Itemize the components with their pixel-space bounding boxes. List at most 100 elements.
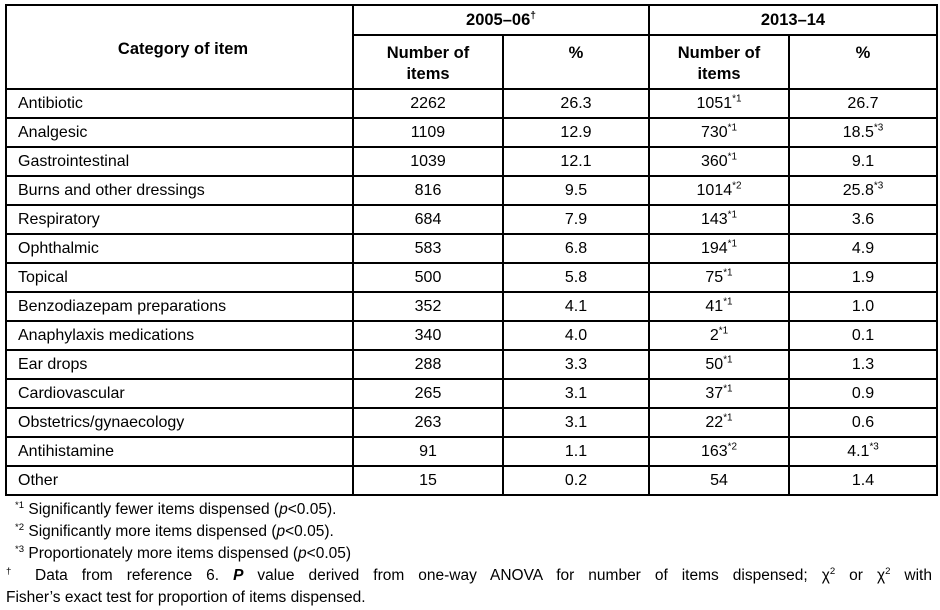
table-row: Topical 500 5.8 75*1 1.9 <box>5 262 938 293</box>
pct-2013-cell: 1.9 <box>788 262 938 293</box>
table-row: Gastrointestinal 1039 12.1 360*1 9.1 <box>5 146 938 177</box>
subheader-pct-2005: % <box>502 34 650 90</box>
pct-2005-cell: 0.2 <box>502 465 650 496</box>
table-header: Category of item 2005–06† 2013–14 Number… <box>5 4 938 90</box>
n-2005-cell: 265 <box>352 378 504 409</box>
significance-marker: *1 <box>727 209 738 221</box>
n-2013-cell: 1014*2 <box>648 175 790 206</box>
footnote-text: <0.05). <box>287 501 337 518</box>
category-cell: Analgesic <box>5 117 354 148</box>
pct-2005-cell: 9.5 <box>502 175 650 206</box>
n-2005-cell: 684 <box>352 204 504 235</box>
n-2013-cell: 143*1 <box>648 204 790 235</box>
n-2013-cell: 75*1 <box>648 262 790 293</box>
table-row: Antibiotic 2262 26.3 1051*1 26.7 <box>5 88 938 119</box>
significance-marker: *1 <box>727 151 738 163</box>
pct-2005-cell: 3.1 <box>502 378 650 409</box>
table-row: Obstetrics/gynaecology 263 3.1 22*1 0.6 <box>5 407 938 438</box>
category-cell: Antihistamine <box>5 436 354 467</box>
pct-2005-cell: 3.1 <box>502 407 650 438</box>
footnote-text: Significantly fewer items dispensed ( <box>24 501 280 518</box>
pct-2013-cell: 1.3 <box>788 349 938 380</box>
n-2013-cell: 194*1 <box>648 233 790 264</box>
pct-2005-cell: 26.3 <box>502 88 650 119</box>
subheader-number-2005-label: Number of items <box>386 44 470 83</box>
footnote-text: P <box>233 567 244 584</box>
pct-2013-cell: 0.1 <box>788 320 938 351</box>
significance-marker: *3 <box>869 441 879 453</box>
footnote-marker: 2 <box>885 565 891 577</box>
pct-2013-cell: 4.9 <box>788 233 938 264</box>
significance-marker: *1 <box>732 93 742 105</box>
category-cell: Ear drops <box>5 349 354 380</box>
footnote-text: χ <box>876 567 886 584</box>
pct-2013-cell: 0.9 <box>788 378 938 409</box>
footnote-marker: *3 <box>15 543 25 555</box>
pct-2013-cell: 1.4 <box>788 465 938 496</box>
n-2005-cell: 15 <box>352 465 504 496</box>
significance-marker: *1 <box>723 296 733 308</box>
n-2013-cell: 22*1 <box>648 407 790 438</box>
n-2005-cell: 263 <box>352 407 504 438</box>
significance-marker: *1 <box>723 383 733 395</box>
n-2013-cell: 730*1 <box>648 117 790 148</box>
pct-2005-cell: 1.1 <box>502 436 650 467</box>
significance-marker: *1 <box>723 412 733 424</box>
table-row: Analgesic 1109 12.9 730*1 18.5*3 <box>5 117 938 148</box>
subheader-number-2013: Number of items <box>648 34 790 90</box>
footnote-text: Fisher’s exact test for proportion of it… <box>6 589 366 606</box>
category-cell: Ophthalmic <box>5 233 354 264</box>
subheader-number-2005: Number of items <box>352 34 504 90</box>
column-group-2005-06: 2005–06† <box>352 4 650 36</box>
n-2013-cell: 54 <box>648 465 790 496</box>
footnote-text: <0.05). <box>285 523 334 540</box>
dagger-footnote-marker: † <box>530 10 536 21</box>
category-cell: Antibiotic <box>5 88 354 119</box>
subheader-number-2013-label: Number of items <box>677 44 761 83</box>
n-2005-cell: 340 <box>352 320 504 351</box>
footnote-text: value derived from one-way ANOVA for num… <box>243 567 822 584</box>
n-2005-cell: 1109 <box>352 117 504 148</box>
n-2013-cell: 37*1 <box>648 378 790 409</box>
significance-marker: *3 <box>873 180 884 192</box>
footnote-marker: *2 <box>15 521 25 533</box>
significance-marker: *1 <box>727 122 738 134</box>
pct-2005-cell: 3.3 <box>502 349 650 380</box>
footnote-text: Data from reference 6. <box>21 567 234 584</box>
pct-2013-cell: 1.0 <box>788 291 938 322</box>
category-cell: Gastrointestinal <box>5 146 354 177</box>
n-2005-cell: 500 <box>352 262 504 293</box>
footnote-text: or <box>835 567 877 584</box>
significance-marker: *1 <box>727 238 738 250</box>
n-2013-cell: 2*1 <box>648 320 790 351</box>
table-row: Ear drops 288 3.3 50*1 1.3 <box>5 349 938 380</box>
significance-marker: *1 <box>723 267 733 279</box>
category-cell: Benzodiazepam preparations <box>5 291 354 322</box>
pct-2005-cell: 4.0 <box>502 320 650 351</box>
footnote-text: Proportionately more items dispensed ( <box>24 545 299 562</box>
table-row: Other 15 0.2 54 1.4 <box>5 465 938 496</box>
footnote-text: with <box>890 567 932 584</box>
pct-2013-cell: 26.7 <box>788 88 938 119</box>
pct-2013-cell: 3.6 <box>788 204 938 235</box>
category-cell: Topical <box>5 262 354 293</box>
significance-marker: *3 <box>873 122 884 134</box>
table-row: Ophthalmic 583 6.8 194*1 4.9 <box>5 233 938 264</box>
footnote-text: p <box>298 545 307 562</box>
footnote-marker: *1 <box>15 499 25 511</box>
n-2013-cell: 163*2 <box>648 436 790 467</box>
significance-marker: *1 <box>718 325 729 337</box>
pct-2013-cell: 4.1*3 <box>788 436 938 467</box>
n-2005-cell: 2262 <box>352 88 504 119</box>
category-cell: Respiratory <box>5 204 354 235</box>
n-2013-cell: 41*1 <box>648 291 790 322</box>
table-row: Benzodiazepam preparations 352 4.1 41*1 1.0 <box>5 291 938 322</box>
category-cell: Other <box>5 465 354 496</box>
footnote-line: † Data from reference 6. P value derived… <box>6 565 932 587</box>
n-2005-cell: 1039 <box>352 146 504 177</box>
n-2005-cell: 288 <box>352 349 504 380</box>
column-header-category: Category of item <box>5 4 354 90</box>
footnote-marker: 2 <box>829 565 836 577</box>
column-group-2013-14-label: 2013–14 <box>760 10 826 29</box>
